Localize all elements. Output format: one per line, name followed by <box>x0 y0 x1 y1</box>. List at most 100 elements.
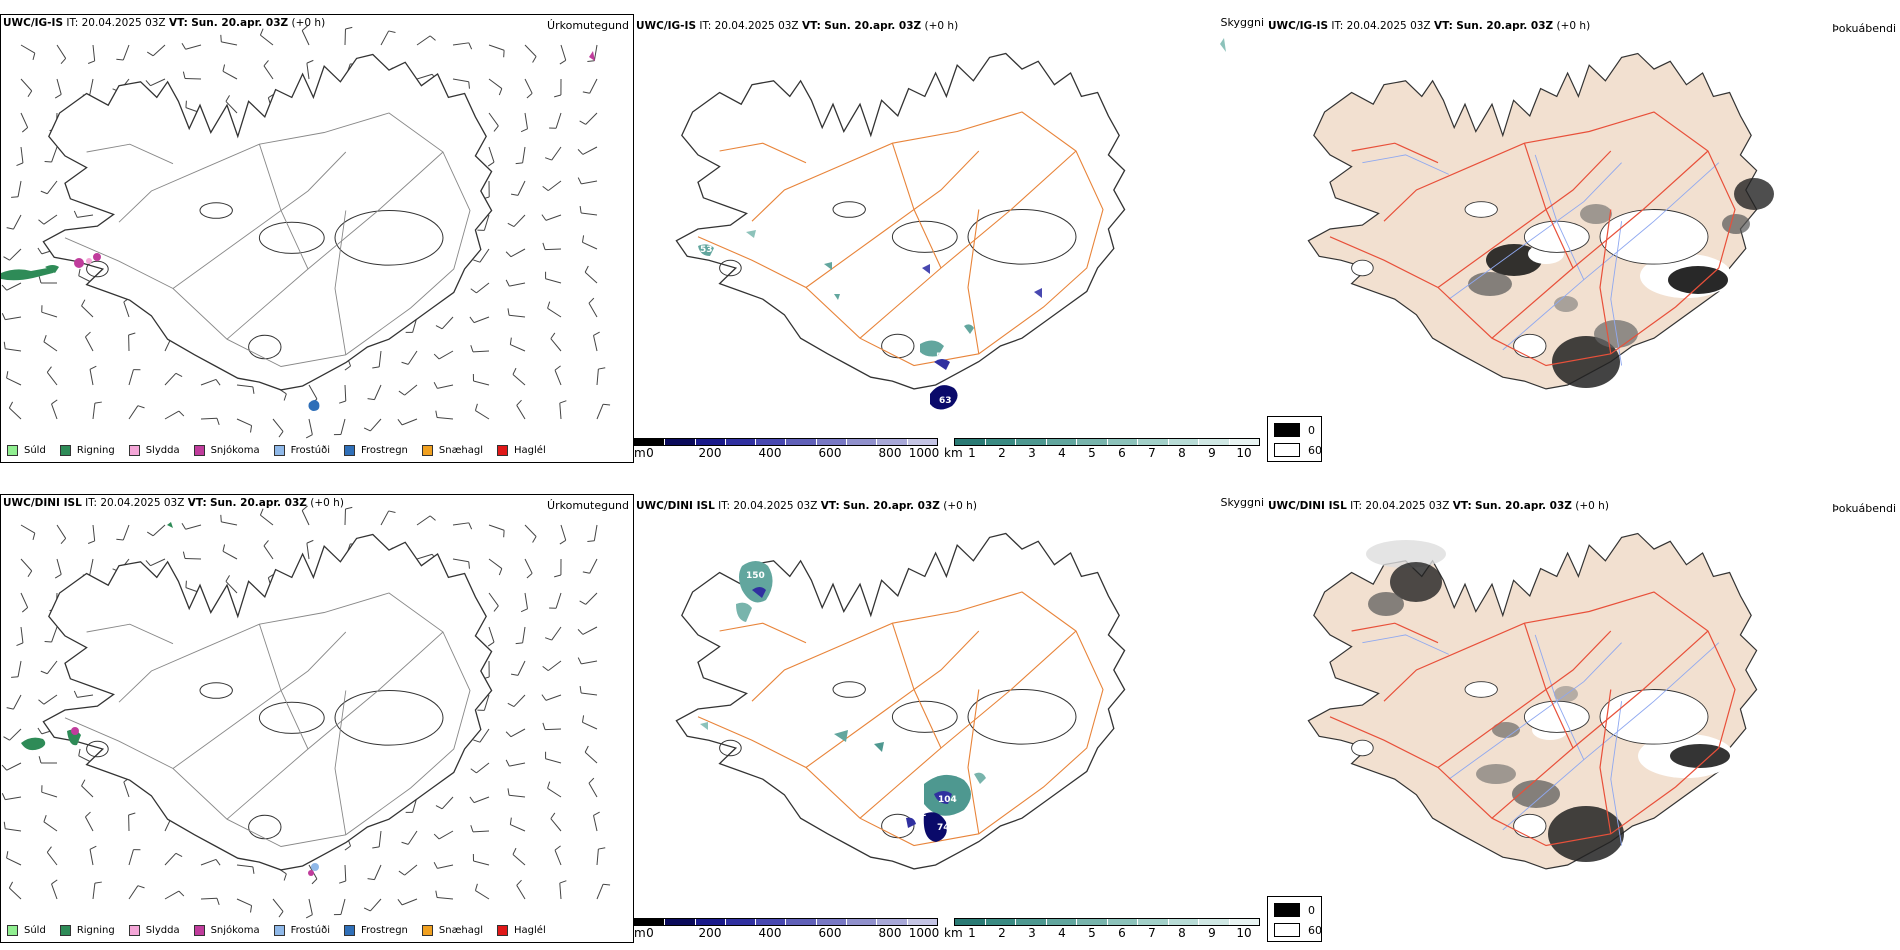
panel-header: UWC/DINI ISL IT: 20.04.2025 03Z VT: Sun.… <box>636 500 977 512</box>
panel-header: UWC/IG-IS IT: 20.04.2025 03Z VT: Sun. 20… <box>1268 20 1591 32</box>
river-network <box>1362 634 1720 846</box>
legend-swatch <box>193 925 205 936</box>
legend-swatch <box>421 925 433 936</box>
valid-time: Sun. 20.apr. 03Z <box>210 497 307 509</box>
visibility-areas <box>700 561 986 842</box>
panel-title: Skyggni <box>1220 496 1264 509</box>
legend-swatch <box>128 445 140 456</box>
tick-label: 0 <box>646 446 654 460</box>
legend-item: Rigning <box>59 925 115 936</box>
tick-label: 4 <box>1058 926 1066 940</box>
tick-label: 9 <box>1208 446 1216 460</box>
precip-type-map <box>1 25 611 439</box>
legend-item: Súld <box>7 925 46 936</box>
fog-legend-item: 60 <box>1274 923 1322 937</box>
legend-swatch <box>344 445 355 456</box>
panel-header: UWC/DINI ISL IT: 20.04.2025 03Z VT: Sun.… <box>3 497 344 509</box>
forecast-offset: (+0 h) <box>943 500 977 512</box>
visibility-label: 150 <box>746 571 765 581</box>
road-network <box>64 112 471 367</box>
init-time: 20.04.2025 03Z <box>1346 20 1431 32</box>
visibility-label: 63 <box>939 396 952 406</box>
fog-legend: 0 60 <box>1267 416 1322 462</box>
tick-label: 8 <box>1178 926 1186 940</box>
legend-item: Snæhagl <box>421 925 483 936</box>
visibility-label: 82 <box>914 809 927 819</box>
tick-label: 0 <box>646 926 654 940</box>
visibility-label: 104 <box>938 795 957 805</box>
visibility-unit: km <box>944 446 963 460</box>
iceland-outline <box>1307 52 1758 390</box>
forecast-offset: (+0 h) <box>924 20 959 32</box>
panel-header: UWC/DINI ISL IT: 20.04.2025 03Z VT: Sun.… <box>1268 500 1609 512</box>
ceiling-colorbar <box>634 918 938 926</box>
tick-label: 200 <box>698 446 722 460</box>
model-name: UWC/DINI ISL <box>1268 500 1347 512</box>
tick-label: 10 <box>1236 446 1252 460</box>
valid-time: Sun. 20.apr. 03Z <box>1456 20 1554 32</box>
panel-header: UWC/DINI ISL UWC/IG-IS IT: 20.04.2025 03… <box>636 20 959 32</box>
iceland-outline <box>42 533 493 871</box>
road-network <box>697 111 1104 367</box>
visibility-labels: 150 104 74 82 <box>746 571 957 833</box>
forecast-offset: (+0 h) <box>291 17 326 29</box>
visibility-panel-top: UWC/DINI ISL UWC/IG-IS IT: 20.04.2025 03… <box>634 14 1266 463</box>
tick-label: 5 <box>1088 446 1096 460</box>
fog-legend-item: 60 <box>1274 443 1322 457</box>
legend-swatch <box>497 925 509 936</box>
legend-item: Haglél <box>497 445 546 456</box>
legend-swatch <box>273 925 285 936</box>
road-network <box>1329 591 1736 847</box>
legend-item: Slydda <box>128 445 180 456</box>
legend-swatch <box>59 445 71 456</box>
legend-swatch <box>421 445 433 456</box>
legend-swatch <box>59 925 71 936</box>
tick-label: 3 <box>1028 446 1036 460</box>
panel-header: UWC/IG-IS IT: 20.04.2025 03Z VT: Sun. 20… <box>3 17 326 29</box>
tick-label: 800 <box>878 446 902 460</box>
tick-label: 1000 <box>908 446 940 460</box>
legend-swatch <box>128 925 140 936</box>
tick-label: 1 <box>968 446 976 460</box>
legend-swatch <box>344 925 355 936</box>
visibility-unit: km <box>944 926 963 940</box>
legend-item: Snjókoma <box>193 925 260 936</box>
ceiling-colorbar <box>634 438 938 446</box>
legend-item: Súld <box>7 445 46 456</box>
tick-label: 1 <box>968 926 976 940</box>
panel-title: Þokuábendi <box>1832 502 1896 515</box>
model-name: UWC/DINI ISL <box>636 500 715 512</box>
tick-label: 800 <box>878 926 902 940</box>
iceland-outline <box>42 53 493 391</box>
init-time: 20.04.2025 03Z <box>733 500 818 512</box>
tick-label: 2 <box>998 926 1006 940</box>
tick-label: 400 <box>758 446 782 460</box>
road-network <box>1329 111 1736 367</box>
panel-title: Skyggni <box>1220 16 1264 29</box>
tick-label: 400 <box>758 926 782 940</box>
precip-type-panel-top: UWC/IG-IS IT: 20.04.2025 03Z VT: Sun. 20… <box>0 14 634 463</box>
fog-map <box>1307 52 1774 390</box>
road-network <box>64 592 471 847</box>
tick-label: 4 <box>1058 446 1066 460</box>
forecast-offset: (+0 h) <box>310 497 344 509</box>
legend-item: Frostúði <box>273 925 330 936</box>
fog-legend: 0 60 <box>1267 896 1322 942</box>
panel-title: Úrkomutegund <box>547 499 629 512</box>
precip-areas <box>1 51 595 411</box>
legend-item: Frostúði <box>273 445 330 456</box>
model-name: UWC/IG-IS <box>1268 20 1329 32</box>
fog-legend-item: 0 <box>1274 903 1315 917</box>
forecast-offset: (+0 h) <box>1575 500 1609 512</box>
fog-areas <box>1366 540 1734 862</box>
legend-item: Slydda <box>128 925 180 936</box>
road-network <box>697 591 1104 847</box>
valid-time: Sun. 20.apr. 03Z <box>824 20 922 32</box>
precip-legend: Súld Rigning Slydda Snjókoma Frostúði Fr… <box>7 445 560 456</box>
legend-item: Rigning <box>59 445 115 456</box>
visibility-colorbar <box>954 438 1260 446</box>
precip-areas <box>21 522 319 876</box>
init-time: 20.04.2025 03Z <box>1365 500 1450 512</box>
visibility-label: 74 <box>937 823 950 833</box>
precip-legend: Súld Rigning Slydda Snjókoma Frostúði Fr… <box>7 925 560 936</box>
